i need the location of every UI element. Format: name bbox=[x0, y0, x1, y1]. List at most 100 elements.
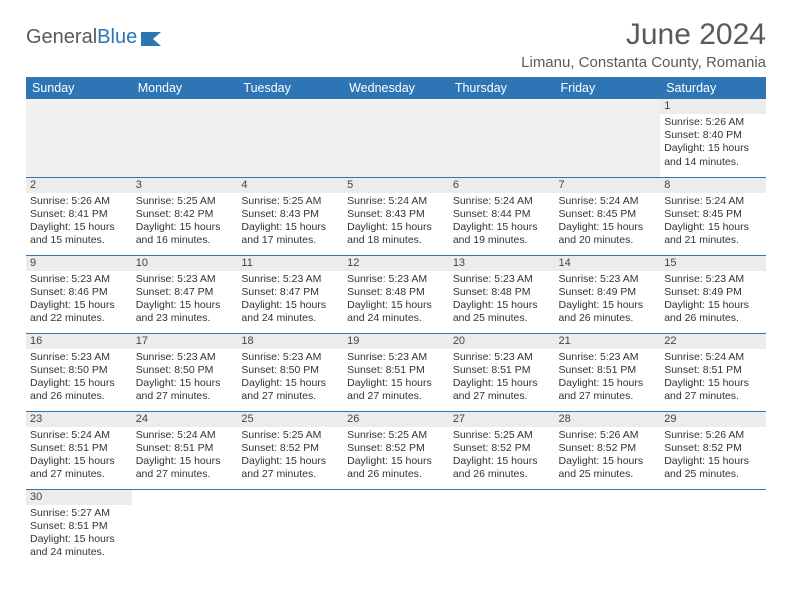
calendar-cell: 14Sunrise: 5:23 AMSunset: 8:49 PMDayligh… bbox=[555, 255, 661, 333]
sunrise-line: Sunrise: 5:23 AM bbox=[347, 351, 445, 364]
daylight-line: Daylight: 15 hours and 27 minutes. bbox=[453, 377, 551, 403]
sunrise-line: Sunrise: 5:26 AM bbox=[664, 116, 762, 129]
day-number: 15 bbox=[660, 256, 766, 271]
sunset-line: Sunset: 8:49 PM bbox=[664, 286, 762, 299]
calendar-cell-blank bbox=[132, 489, 238, 567]
calendar-cell: 9Sunrise: 5:23 AMSunset: 8:46 PMDaylight… bbox=[26, 255, 132, 333]
calendar-cell: 23Sunrise: 5:24 AMSunset: 8:51 PMDayligh… bbox=[26, 411, 132, 489]
day-details: Sunrise: 5:24 AMSunset: 8:51 PMDaylight:… bbox=[660, 349, 766, 407]
calendar-cell: 16Sunrise: 5:23 AMSunset: 8:50 PMDayligh… bbox=[26, 333, 132, 411]
daylight-line: Daylight: 15 hours and 23 minutes. bbox=[136, 299, 234, 325]
calendar-cell: 25Sunrise: 5:25 AMSunset: 8:52 PMDayligh… bbox=[237, 411, 343, 489]
sunrise-line: Sunrise: 5:24 AM bbox=[664, 351, 762, 364]
calendar-cell: 12Sunrise: 5:23 AMSunset: 8:48 PMDayligh… bbox=[343, 255, 449, 333]
calendar-week-row: 23Sunrise: 5:24 AMSunset: 8:51 PMDayligh… bbox=[26, 411, 766, 489]
weekday-header: Thursday bbox=[449, 77, 555, 99]
sunrise-line: Sunrise: 5:23 AM bbox=[559, 273, 657, 286]
day-details: Sunrise: 5:24 AMSunset: 8:44 PMDaylight:… bbox=[449, 193, 555, 251]
day-number: 5 bbox=[343, 178, 449, 193]
calendar-week-row: 1Sunrise: 5:26 AMSunset: 8:40 PMDaylight… bbox=[26, 99, 766, 177]
day-details: Sunrise: 5:24 AMSunset: 8:51 PMDaylight:… bbox=[132, 427, 238, 485]
day-number: 19 bbox=[343, 334, 449, 349]
day-details: Sunrise: 5:25 AMSunset: 8:52 PMDaylight:… bbox=[237, 427, 343, 485]
sunset-line: Sunset: 8:47 PM bbox=[241, 286, 339, 299]
daylight-line: Daylight: 15 hours and 27 minutes. bbox=[559, 377, 657, 403]
sunset-line: Sunset: 8:44 PM bbox=[453, 208, 551, 221]
sunrise-line: Sunrise: 5:24 AM bbox=[347, 195, 445, 208]
day-details: Sunrise: 5:24 AMSunset: 8:43 PMDaylight:… bbox=[343, 193, 449, 251]
daylight-line: Daylight: 15 hours and 27 minutes. bbox=[241, 455, 339, 481]
sunrise-line: Sunrise: 5:23 AM bbox=[453, 351, 551, 364]
day-details: Sunrise: 5:23 AMSunset: 8:51 PMDaylight:… bbox=[555, 349, 661, 407]
day-details: Sunrise: 5:23 AMSunset: 8:50 PMDaylight:… bbox=[237, 349, 343, 407]
calendar-cell: 6Sunrise: 5:24 AMSunset: 8:44 PMDaylight… bbox=[449, 177, 555, 255]
daylight-line: Daylight: 15 hours and 24 minutes. bbox=[347, 299, 445, 325]
day-details: Sunrise: 5:25 AMSunset: 8:42 PMDaylight:… bbox=[132, 193, 238, 251]
daylight-line: Daylight: 15 hours and 25 minutes. bbox=[453, 299, 551, 325]
sunset-line: Sunset: 8:51 PM bbox=[559, 364, 657, 377]
calendar-cell: 17Sunrise: 5:23 AMSunset: 8:50 PMDayligh… bbox=[132, 333, 238, 411]
sunset-line: Sunset: 8:47 PM bbox=[136, 286, 234, 299]
day-number: 22 bbox=[660, 334, 766, 349]
day-number: 8 bbox=[660, 178, 766, 193]
flag-icon bbox=[139, 30, 163, 48]
day-number: 16 bbox=[26, 334, 132, 349]
day-details: Sunrise: 5:23 AMSunset: 8:49 PMDaylight:… bbox=[555, 271, 661, 329]
daylight-line: Daylight: 15 hours and 26 minutes. bbox=[347, 455, 445, 481]
sunset-line: Sunset: 8:51 PM bbox=[30, 520, 128, 533]
daylight-line: Daylight: 15 hours and 27 minutes. bbox=[347, 377, 445, 403]
brand-part2: Blue bbox=[97, 26, 137, 49]
sunset-line: Sunset: 8:51 PM bbox=[664, 364, 762, 377]
calendar-cell: 19Sunrise: 5:23 AMSunset: 8:51 PMDayligh… bbox=[343, 333, 449, 411]
calendar-cell: 15Sunrise: 5:23 AMSunset: 8:49 PMDayligh… bbox=[660, 255, 766, 333]
calendar-cell: 13Sunrise: 5:23 AMSunset: 8:48 PMDayligh… bbox=[449, 255, 555, 333]
brand-part1: General bbox=[26, 26, 97, 49]
calendar-cell-blank bbox=[343, 99, 449, 177]
day-number: 17 bbox=[132, 334, 238, 349]
day-details: Sunrise: 5:23 AMSunset: 8:51 PMDaylight:… bbox=[343, 349, 449, 407]
sunset-line: Sunset: 8:48 PM bbox=[347, 286, 445, 299]
sunrise-line: Sunrise: 5:25 AM bbox=[241, 429, 339, 442]
sunrise-line: Sunrise: 5:23 AM bbox=[453, 273, 551, 286]
sunset-line: Sunset: 8:51 PM bbox=[347, 364, 445, 377]
calendar-cell: 21Sunrise: 5:23 AMSunset: 8:51 PMDayligh… bbox=[555, 333, 661, 411]
sunrise-line: Sunrise: 5:24 AM bbox=[453, 195, 551, 208]
sunrise-line: Sunrise: 5:23 AM bbox=[347, 273, 445, 286]
sunrise-line: Sunrise: 5:25 AM bbox=[453, 429, 551, 442]
calendar-grid: SundayMondayTuesdayWednesdayThursdayFrid… bbox=[26, 77, 766, 567]
daylight-line: Daylight: 15 hours and 26 minutes. bbox=[30, 377, 128, 403]
sunrise-line: Sunrise: 5:24 AM bbox=[136, 429, 234, 442]
daylight-line: Daylight: 15 hours and 25 minutes. bbox=[664, 455, 762, 481]
day-details: Sunrise: 5:25 AMSunset: 8:43 PMDaylight:… bbox=[237, 193, 343, 251]
sunset-line: Sunset: 8:52 PM bbox=[241, 442, 339, 455]
daylight-line: Daylight: 15 hours and 17 minutes. bbox=[241, 221, 339, 247]
sunrise-line: Sunrise: 5:26 AM bbox=[30, 195, 128, 208]
daylight-line: Daylight: 15 hours and 24 minutes. bbox=[241, 299, 339, 325]
day-number: 4 bbox=[237, 178, 343, 193]
sunset-line: Sunset: 8:52 PM bbox=[664, 442, 762, 455]
sunrise-line: Sunrise: 5:24 AM bbox=[30, 429, 128, 442]
day-number: 26 bbox=[343, 412, 449, 427]
day-number: 23 bbox=[26, 412, 132, 427]
calendar-cell: 1Sunrise: 5:26 AMSunset: 8:40 PMDaylight… bbox=[660, 99, 766, 177]
sunrise-line: Sunrise: 5:26 AM bbox=[664, 429, 762, 442]
sunset-line: Sunset: 8:41 PM bbox=[30, 208, 128, 221]
weekday-header: Saturday bbox=[660, 77, 766, 99]
sunrise-line: Sunrise: 5:24 AM bbox=[559, 195, 657, 208]
day-details: Sunrise: 5:23 AMSunset: 8:48 PMDaylight:… bbox=[343, 271, 449, 329]
sunset-line: Sunset: 8:43 PM bbox=[347, 208, 445, 221]
calendar-cell-blank bbox=[237, 99, 343, 177]
calendar-cell: 5Sunrise: 5:24 AMSunset: 8:43 PMDaylight… bbox=[343, 177, 449, 255]
calendar-cell-blank bbox=[237, 489, 343, 567]
sunset-line: Sunset: 8:45 PM bbox=[559, 208, 657, 221]
daylight-line: Daylight: 15 hours and 16 minutes. bbox=[136, 221, 234, 247]
weekday-header-row: SundayMondayTuesdayWednesdayThursdayFrid… bbox=[26, 77, 766, 99]
sunset-line: Sunset: 8:40 PM bbox=[664, 129, 762, 142]
day-number: 6 bbox=[449, 178, 555, 193]
calendar-body: 1Sunrise: 5:26 AMSunset: 8:40 PMDaylight… bbox=[26, 99, 766, 567]
sunset-line: Sunset: 8:52 PM bbox=[559, 442, 657, 455]
title-block: June 2024 Limanu, Constanta County, Roma… bbox=[521, 18, 766, 71]
weekday-header: Wednesday bbox=[343, 77, 449, 99]
sunset-line: Sunset: 8:52 PM bbox=[347, 442, 445, 455]
day-number: 14 bbox=[555, 256, 661, 271]
